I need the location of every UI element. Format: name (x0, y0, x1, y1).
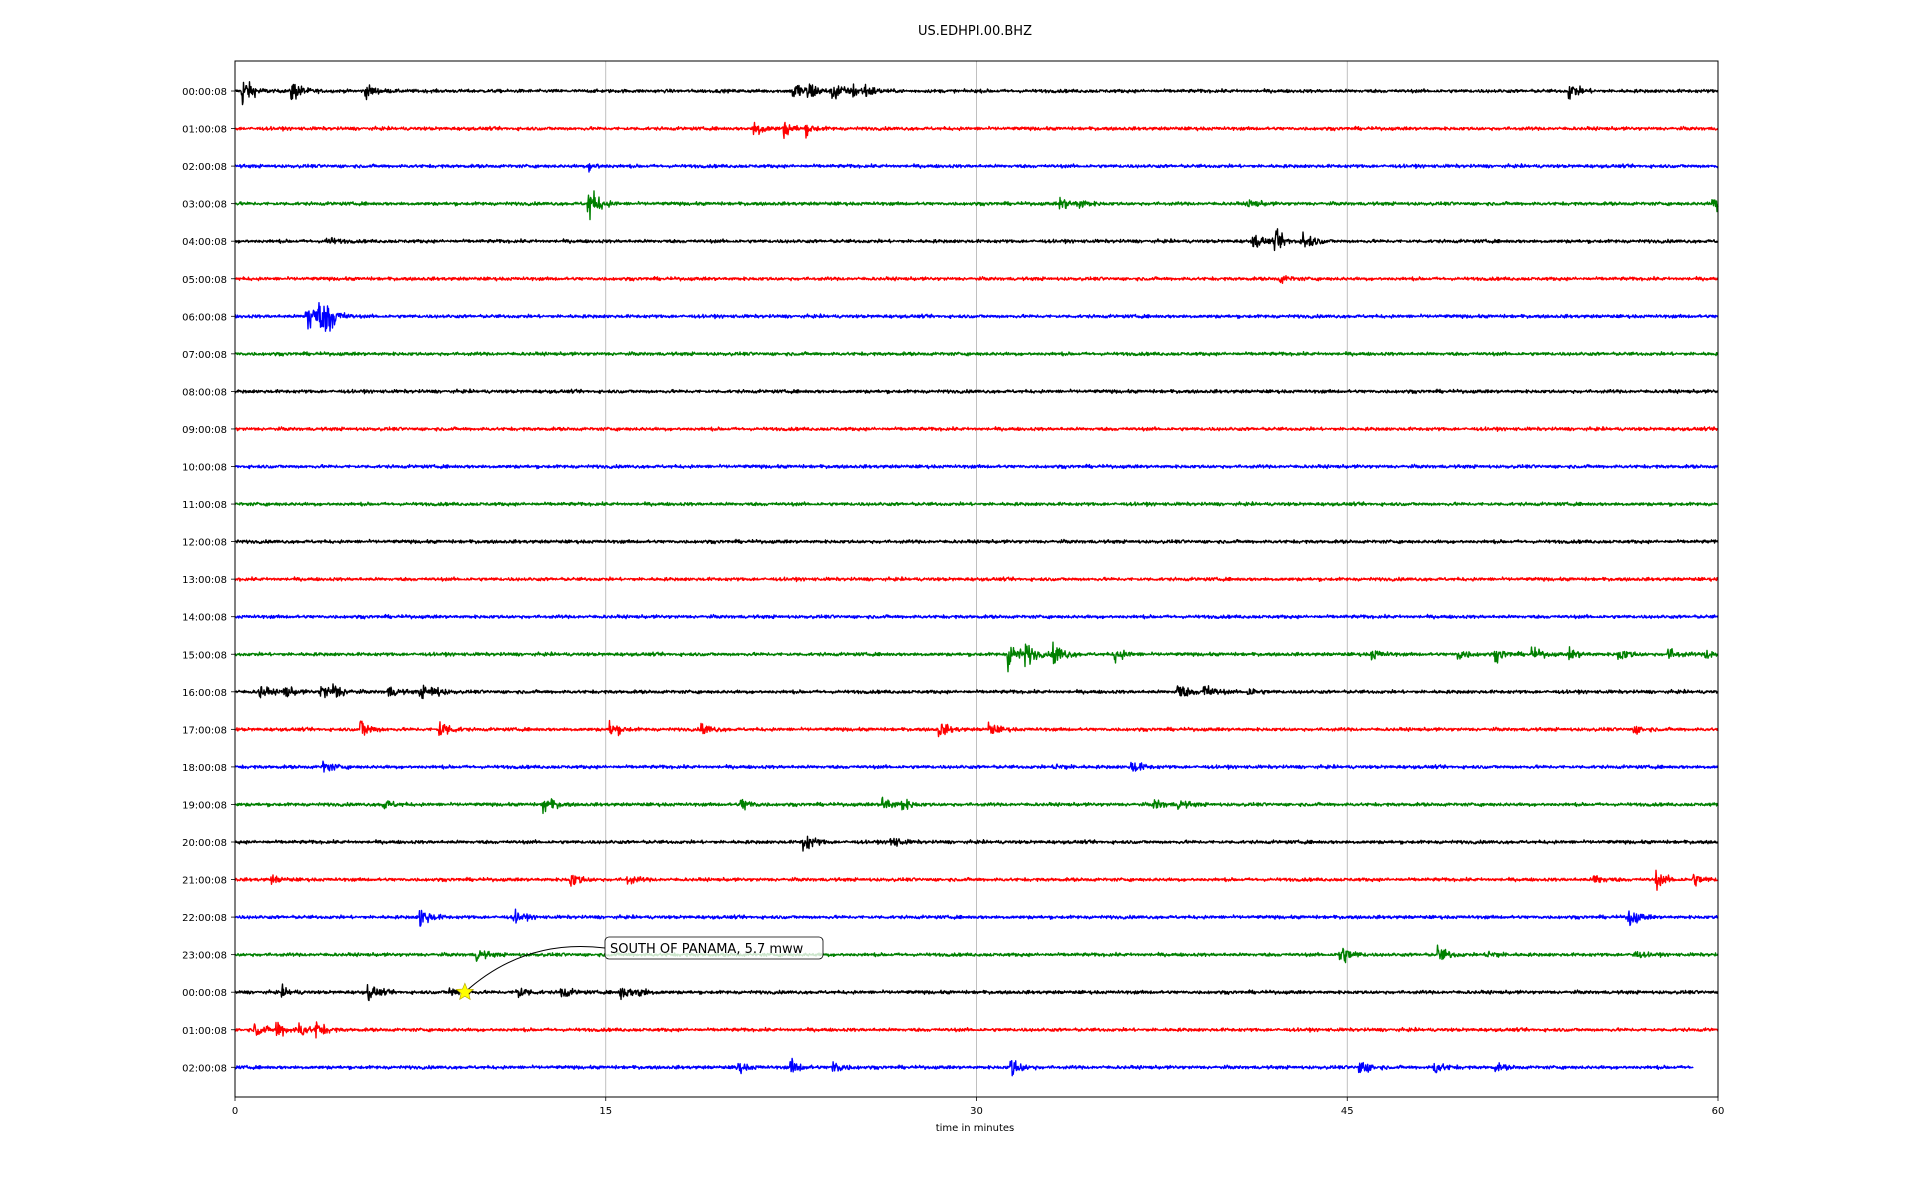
y-tick-label: 20:00:08 (182, 838, 227, 849)
y-tick-label: 09:00:08 (182, 425, 227, 436)
trace-row-9 (234, 426, 1719, 432)
y-tick-label: 01:00:08 (182, 125, 227, 136)
trace-row-1 (234, 121, 1719, 139)
x-tick-label: 60 (1712, 1106, 1725, 1117)
event-annotation: SOUTH OF PANAMA, 5.7 mww (455, 936, 824, 1001)
y-tick-label: 01:00:08 (182, 1026, 227, 1037)
trace-row-13 (234, 576, 1719, 583)
trace-row-6 (234, 302, 1719, 332)
y-tick-label: 19:00:08 (182, 800, 227, 811)
y-tick-label: 08:00:08 (182, 387, 227, 398)
y-tick-label: 06:00:08 (182, 312, 227, 323)
x-tick-label: 45 (1341, 1106, 1354, 1117)
annotation-label: SOUTH OF PANAMA, 5.7 mww (610, 942, 804, 957)
y-tick-label: 21:00:08 (182, 876, 227, 887)
trace-row-3 (234, 190, 1719, 221)
trace-row-11 (234, 501, 1719, 508)
trace-row-15 (234, 641, 1719, 673)
trace-row-4 (234, 228, 1719, 252)
y-tick-label: 00:00:08 (182, 87, 227, 98)
y-tick-label: 17:00:08 (182, 725, 227, 736)
y-tick-label: 02:00:08 (182, 1063, 227, 1074)
x-tick-label: 0 (232, 1106, 238, 1117)
y-tick-label: 13:00:08 (182, 575, 227, 586)
y-tick-label: 18:00:08 (182, 763, 227, 774)
trace-layer (234, 81, 1719, 1077)
trace-row-21 (234, 869, 1719, 891)
trace-row-5 (234, 275, 1719, 284)
trace-row-12 (234, 538, 1719, 545)
annotation-box (604, 936, 824, 960)
trace-row-8 (234, 388, 1719, 395)
trace-row-0 (234, 81, 1719, 106)
y-tick-label: 14:00:08 (182, 613, 227, 624)
trace-row-22 (234, 908, 1719, 927)
y-tick-label: 16:00:08 (182, 688, 227, 699)
trace-row-23 (234, 944, 1719, 964)
y-tick-label: 15:00:08 (182, 650, 227, 661)
trace-row-14 (234, 613, 1719, 620)
event-star-marker (455, 982, 475, 1001)
trace-row-25 (234, 1021, 1719, 1039)
y-tick-label: 02:00:08 (182, 162, 227, 173)
trace-row-2 (234, 163, 1719, 173)
y-tick-label: 23:00:08 (182, 951, 227, 962)
x-axis-label: time in minutes (936, 1123, 1015, 1134)
trace-row-24 (234, 983, 1719, 1002)
trace-row-20 (234, 835, 1719, 852)
y-tick-label: 03:00:08 (182, 200, 227, 211)
trace-row-10 (234, 463, 1719, 470)
plot-frame (234, 60, 1719, 1098)
chart-title: US.EDHPI.00.BHZ (918, 24, 1032, 39)
x-tick-label: 30 (970, 1106, 983, 1117)
y-tick-label: 12:00:08 (182, 538, 227, 549)
y-tick-label: 05:00:08 (182, 275, 227, 286)
trace-row-16 (234, 683, 1719, 700)
trace-row-7 (234, 351, 1719, 357)
y-tick-label: 04:00:08 (182, 237, 227, 248)
trace-row-17 (234, 719, 1719, 738)
trace-row-26 (234, 1057, 1694, 1077)
x-tick-labels: 0 15 30 45 60 (232, 1097, 1725, 1117)
x-tick-label: 15 (599, 1106, 612, 1117)
annotation-arrow (464, 945, 606, 993)
y-tick-label: 11:00:08 (182, 500, 227, 511)
y-tick-label: 22:00:08 (182, 913, 227, 924)
trace-row-18 (234, 760, 1719, 773)
y-tick-label: 00:00:08 (182, 988, 227, 999)
trace-row-19 (234, 796, 1719, 815)
y-tick-label: 10:00:08 (182, 463, 227, 474)
y-tick-labels: 00:00:08 01:00:08 02:00:08 03:00:08 04:00:08… (182, 87, 235, 1074)
y-tick-label: 07:00:08 (182, 350, 227, 361)
